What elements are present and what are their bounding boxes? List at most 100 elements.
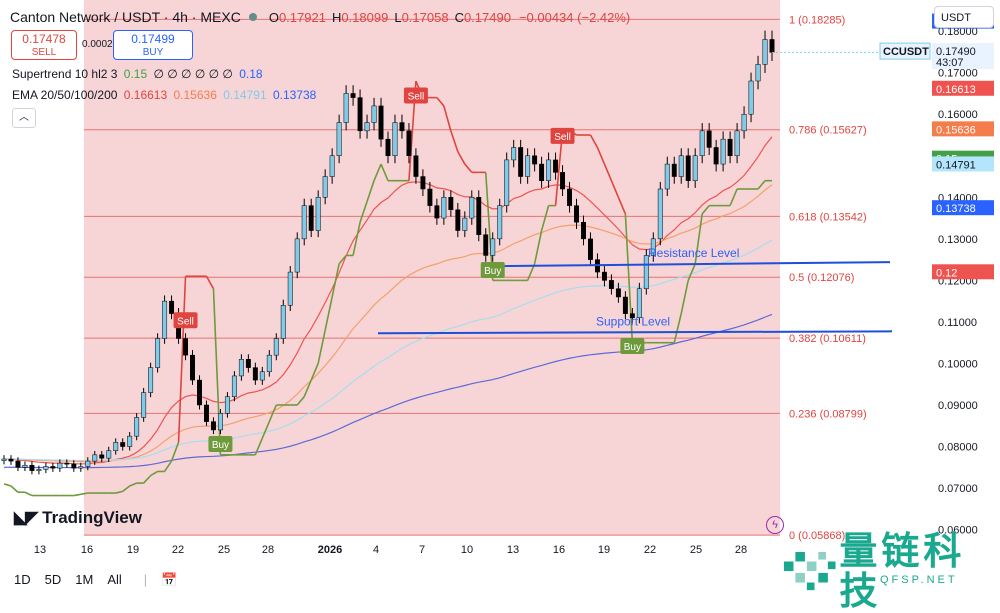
- candle-body: [385, 138, 391, 157]
- supertrend-segment: [170, 442, 180, 462]
- candle-body: [664, 163, 670, 190]
- candle-body: [629, 313, 635, 319]
- range-1d-button[interactable]: 1D: [14, 572, 31, 587]
- buy-signal-label: Buy: [484, 266, 501, 277]
- candle-body: [755, 64, 761, 82]
- close-value: 0.17490: [463, 9, 511, 25]
- range-5d-button[interactable]: 5D: [44, 572, 62, 587]
- time-tick: 4: [373, 544, 379, 556]
- sell-signal-label: Sell: [177, 316, 194, 327]
- time-tick: 19: [127, 544, 139, 556]
- ema-legend[interactable]: EMA 20/50/100/200 0.16613 0.15636 0.1479…: [12, 88, 319, 102]
- price-chart[interactable]: 1 (0.18285) 0.786 (0.15627) 0.618 (0.13542…: [0, 0, 1000, 593]
- candle-body: [127, 435, 133, 447]
- candle-body: [713, 147, 719, 165]
- candle-body: [78, 466, 84, 469]
- supertrend-segment: [73, 493, 81, 497]
- candle-body: [399, 122, 405, 132]
- supertrend-segment: [205, 275, 215, 290]
- range-all-button[interactable]: All: [107, 572, 122, 587]
- supertrend-segment: [24, 491, 33, 497]
- candle-body: [134, 417, 140, 437]
- supertrend-segment: [3, 483, 12, 487]
- time-tick: 19: [598, 544, 610, 556]
- candle-body: [183, 338, 188, 356]
- support-line: [377, 330, 893, 335]
- supertrend-segment: [757, 180, 766, 190]
- sell-signal-label: Sell: [408, 92, 425, 103]
- time-tick: 2026: [318, 544, 342, 556]
- chevron-up-icon: ︿: [19, 112, 29, 123]
- candle-body: [560, 172, 566, 190]
- price-tick: 0.10000: [938, 358, 978, 370]
- time-tick: 22: [644, 544, 656, 556]
- currency-select[interactable]: USDT: [934, 6, 994, 28]
- candle-body: [608, 280, 614, 289]
- supertrend-segment: [596, 147, 606, 165]
- supertrend-segment: [694, 213, 703, 264]
- price-tick: 0.18000: [938, 26, 978, 38]
- ema50-tag-text: 0.15636: [936, 124, 976, 136]
- candle-body: [392, 122, 398, 157]
- candle-body: [434, 205, 440, 219]
- supertrend-segment: [603, 163, 613, 182]
- price-change: −0.00434 (−2.42%): [518, 9, 631, 25]
- candle-body: [64, 462, 70, 465]
- supertrend-segment: [729, 188, 738, 206]
- sell-signal: [403, 87, 428, 104]
- calendar-icon[interactable]: 📅: [161, 571, 178, 587]
- lightning-icon[interactable]: ϟ: [766, 516, 784, 534]
- watermark-domain: QFSP.NET: [880, 574, 958, 586]
- candle-body: [741, 113, 747, 132]
- candle-body: [636, 288, 642, 319]
- supertrend-segment: [317, 330, 326, 364]
- tradingview-logo[interactable]: ◣◤ TradingView: [14, 508, 142, 528]
- sell-price: 0.17478: [22, 32, 66, 46]
- buy-button[interactable]: 0.17499 BUY: [113, 30, 193, 60]
- candle-body: [22, 464, 28, 468]
- candle-body: [518, 147, 524, 177]
- candle-body: [350, 93, 356, 98]
- candle-body: [92, 454, 98, 462]
- supertrend-segment: [680, 280, 690, 314]
- price-tick: 0.13000: [938, 234, 978, 246]
- watermark-logo-icon: [783, 551, 836, 591]
- symbol-title[interactable]: Canton Network / USDT · 4h · MEXC: [10, 9, 241, 25]
- time-tick: 13: [34, 544, 46, 556]
- supertrend-segment: [261, 421, 271, 439]
- supertrend-segment: [268, 404, 278, 422]
- candle-body: [643, 255, 649, 289]
- candle-body: [231, 375, 237, 397]
- candle-body: [692, 155, 698, 181]
- ema200-tag-text: 0.13738: [936, 203, 976, 215]
- divider: |: [143, 572, 148, 587]
- fib-label: 0.382 (0.10611): [789, 333, 866, 345]
- candle-body: [204, 404, 209, 422]
- time-tick: 13: [507, 544, 519, 556]
- supertrend-segment: [373, 163, 382, 182]
- candle-body: [113, 442, 119, 451]
- sell-label: SELL: [31, 47, 57, 58]
- supertrend-segment: [687, 263, 696, 281]
- price-tick: 0.08000: [938, 442, 978, 454]
- candle-body: [252, 367, 258, 381]
- candle-body: [483, 234, 489, 256]
- supertrend-segment: [163, 460, 173, 472]
- candle-body: [588, 238, 593, 260]
- candle-body: [15, 460, 21, 468]
- buy-signal: [208, 436, 233, 453]
- watermark: 量链科技 QFSP.NET: [782, 532, 1000, 612]
- supertrend-segment: [296, 396, 305, 406]
- supertrend-label: Supertrend 10 hl2 3: [12, 67, 118, 81]
- sell-button[interactable]: 0.17478 SELL: [11, 30, 77, 60]
- supertrend-segment: [310, 363, 319, 381]
- range-1m-button[interactable]: 1M: [75, 572, 94, 587]
- candle-body: [155, 338, 161, 368]
- supertrend-legend[interactable]: Supertrend 10 hl2 3 0.15 ∅ ∅ ∅ ∅ ∅ ∅ 0.1…: [12, 67, 266, 81]
- candle-body: [120, 442, 126, 447]
- collapse-legend-button[interactable]: ︿: [12, 108, 36, 128]
- time-tick: 16: [553, 544, 565, 556]
- last-price-tag-text: 0.17490: [936, 46, 976, 58]
- time-tick: 10: [461, 544, 473, 556]
- low-label: L: [394, 9, 402, 25]
